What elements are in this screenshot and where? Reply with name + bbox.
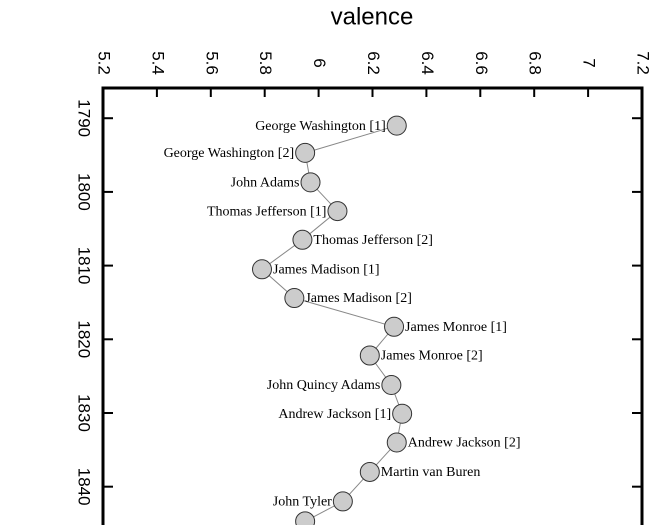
- x-tick-label: 5.8: [256, 51, 275, 75]
- point: [332, 491, 353, 512]
- point: [384, 316, 405, 337]
- point: [386, 432, 407, 453]
- point-label: Andrew Jackson [1]: [278, 407, 391, 422]
- x-tick-label: 6.4: [418, 51, 437, 75]
- point: [292, 229, 313, 250]
- point-label: James Monroe [1]: [405, 320, 507, 335]
- point-label: Thomas Jefferson [1]: [207, 204, 327, 219]
- point-label: Thomas Jefferson [2]: [313, 233, 433, 248]
- point: [392, 403, 413, 424]
- y-tick-label: 1830: [75, 394, 94, 432]
- point: [359, 345, 380, 366]
- point-label: Andrew Jackson [2]: [408, 436, 521, 451]
- point: [359, 461, 380, 482]
- x-tick-label: 7: [580, 58, 599, 67]
- y-tick-label: 1840: [75, 468, 94, 506]
- point: [284, 288, 305, 309]
- point: [295, 511, 316, 525]
- point-label: James Madison [1]: [273, 263, 380, 278]
- y-tick-label: 1810: [75, 247, 94, 285]
- x-tick-label: 6: [310, 58, 329, 67]
- y-tick-label: 1820: [75, 320, 94, 358]
- point-label: George Washington [1]: [255, 119, 386, 134]
- chart-title: valence: [331, 3, 414, 30]
- point-label: James Madison [2]: [305, 291, 412, 306]
- point-label: John Quincy Adams: [267, 378, 381, 393]
- point: [386, 115, 407, 136]
- point: [327, 201, 348, 222]
- x-tick-label: 6.8: [526, 51, 545, 75]
- x-tick-label: 5.4: [148, 51, 167, 75]
- point-label: George Washington [2]: [164, 146, 295, 161]
- x-tick-label: 5.6: [202, 51, 221, 75]
- point-label: Martin van Buren: [381, 465, 481, 480]
- point: [381, 374, 402, 395]
- y-tick-label: 1790: [75, 99, 94, 137]
- x-tick-label: 6.2: [364, 51, 383, 75]
- x-tick-label: 7.2: [634, 51, 653, 75]
- point: [300, 172, 321, 193]
- point-label: John Tyler: [273, 495, 332, 510]
- point: [252, 259, 273, 280]
- x-tick-label: 6.6: [472, 51, 491, 75]
- point: [295, 142, 316, 163]
- y-tick-label: 1800: [75, 173, 94, 211]
- point-label: James Monroe [2]: [381, 349, 483, 364]
- x-tick-label: 5.2: [95, 51, 114, 75]
- point-label: John Adams: [231, 176, 300, 191]
